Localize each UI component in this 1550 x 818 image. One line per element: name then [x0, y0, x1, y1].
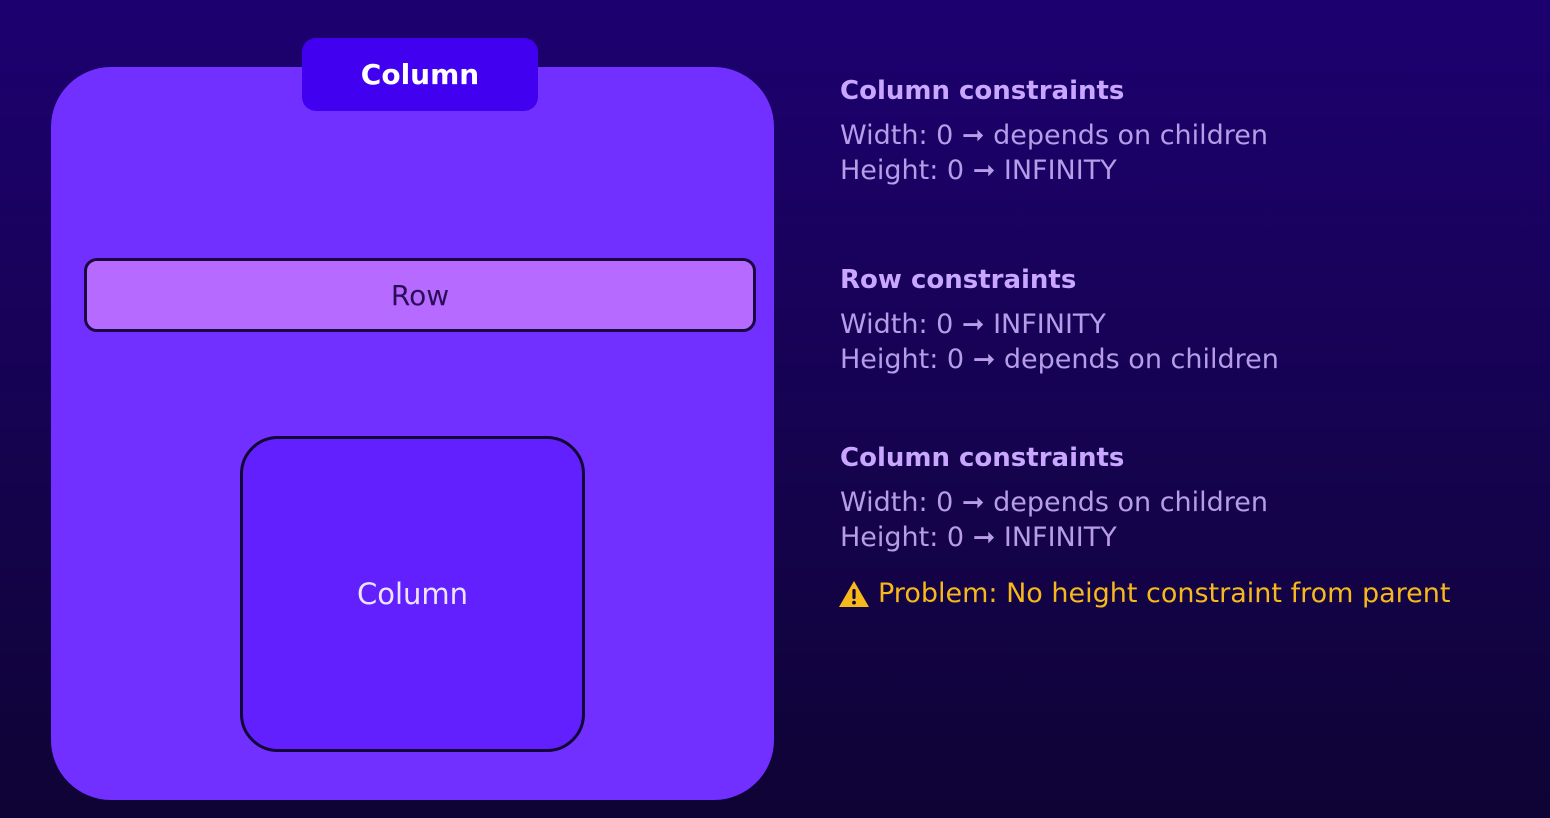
inner-column-label: Column [356, 577, 469, 611]
constraint-height: Height: 0 ➞ INFINITY [840, 522, 1117, 553]
problem-message: Problem: No height constraint from paren… [838, 575, 1450, 613]
problem-text: Problem: No height constraint from paren… [878, 578, 1451, 609]
warning-icon [838, 580, 870, 608]
constraint-height: Height: 0 ➞ INFINITY [840, 155, 1117, 186]
inner-column-constraints-block: Column constraints Width: 0 ➞ depends on… [840, 441, 1268, 555]
outer-column-label: Column [302, 38, 538, 111]
row-label: Row [390, 278, 450, 312]
constraints-title: Column constraints [840, 76, 1125, 106]
row-box: Row [84, 258, 756, 332]
row-constraints-block: Row constraints Width: 0 ➞ INFINITY Heig… [840, 263, 1279, 377]
constraint-width: Width: 0 ➞ depends on children [840, 487, 1269, 518]
constraint-width: Width: 0 ➞ depends on children [840, 120, 1269, 151]
constraint-height: Height: 0 ➞ depends on children [840, 344, 1279, 375]
column-constraints-block: Column constraints Width: 0 ➞ depends on… [840, 74, 1268, 188]
inner-column-box: Column [240, 436, 585, 752]
constraints-title: Row constraints [840, 265, 1077, 295]
constraints-title: Column constraints [840, 443, 1125, 473]
constraint-width: Width: 0 ➞ INFINITY [840, 309, 1106, 340]
